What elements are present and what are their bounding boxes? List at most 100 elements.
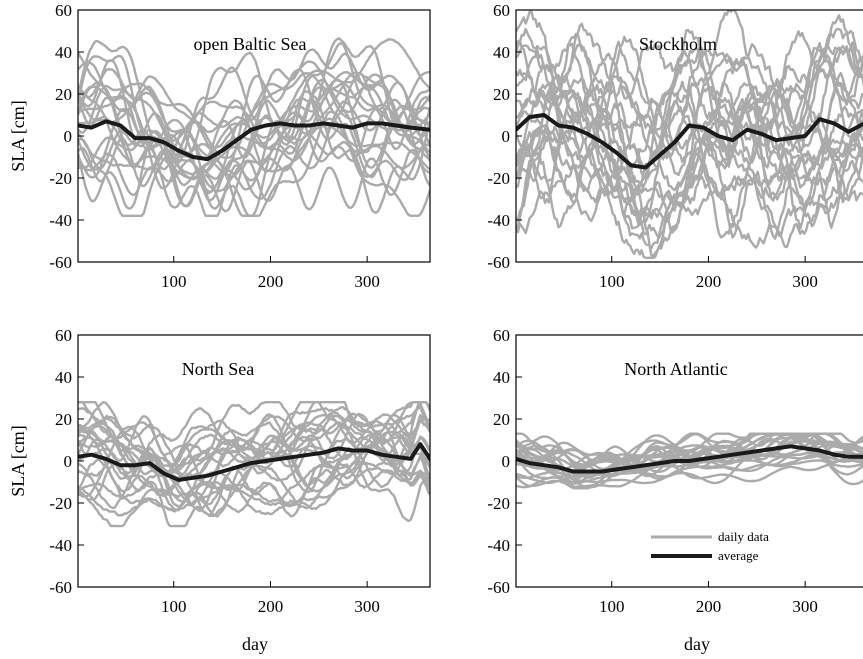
x-tick-label: 200 — [258, 597, 284, 616]
y-tick-label: 0 — [64, 127, 73, 146]
daily-data-line — [78, 60, 430, 160]
average-series-group — [516, 113, 863, 170]
daily-data-line — [516, 123, 863, 240]
daily-data-line — [78, 84, 430, 167]
y-tick-label: -60 — [49, 253, 72, 272]
daily-data-line — [516, 42, 863, 180]
daily-data-line — [516, 42, 863, 186]
y-tick-label: 40 — [55, 43, 72, 62]
daily-data-line — [516, 28, 863, 158]
average-series-group — [78, 442, 430, 482]
x-tick-label: 200 — [696, 597, 722, 616]
average-series-group — [516, 444, 863, 474]
daily-data-line — [78, 401, 430, 478]
y-tick-label: 0 — [502, 127, 511, 146]
y-axis-label: SLA [cm] — [8, 425, 28, 497]
average-line — [516, 113, 863, 170]
daily-data-line — [78, 404, 430, 476]
legend: daily data average — [651, 529, 769, 563]
ticks-group: -60 -40 -20 0 20 40 60 100 200 300 — [487, 1, 818, 291]
daily-data-line — [78, 402, 430, 474]
daily-data-line — [516, 108, 863, 259]
y-tick-label: 60 — [55, 1, 72, 20]
panel-title: open Baltic Sea — [194, 34, 307, 54]
x-tick-label: 100 — [161, 272, 187, 291]
y-tick-label: -40 — [487, 211, 510, 230]
panel-title: North Atlantic — [624, 359, 727, 379]
y-tick-label: -20 — [49, 494, 72, 513]
daily-data-line — [78, 466, 430, 517]
daily-data-line — [516, 449, 863, 490]
panel-stockholm: -60 -40 -20 0 20 40 60 100 200 300 Stockholm — [487, 1, 863, 291]
x-axis-label: day — [684, 634, 710, 654]
average-series-group — [78, 119, 430, 162]
y-tick-label: 60 — [55, 326, 72, 345]
x-tick-label: 200 — [258, 272, 284, 291]
y-tick-label: 20 — [55, 85, 72, 104]
daily-data-line — [516, 432, 863, 472]
y-tick-label: -40 — [487, 536, 510, 555]
daily-data-line — [78, 95, 430, 218]
y-tick-label: 20 — [55, 410, 72, 429]
y-tick-label: -40 — [49, 536, 72, 555]
daily-data-line — [516, 436, 863, 472]
daily-data-line — [516, 101, 863, 193]
x-tick-label: 300 — [792, 272, 818, 291]
y-tick-label: -40 — [49, 211, 72, 230]
x-tick-label: 100 — [161, 597, 187, 616]
y-tick-label: 60 — [493, 326, 510, 345]
x-tick-label: 300 — [792, 597, 818, 616]
y-tick-label: -60 — [49, 578, 72, 597]
daily-data-line — [516, 22, 863, 161]
daily-data-series-group — [516, 10, 863, 259]
daily-data-line — [78, 405, 430, 468]
ticks-group: -60 -40 -20 0 20 40 60 100 200 300 — [49, 1, 380, 291]
y-tick-label: -60 — [487, 578, 510, 597]
panel-north-atlantic: -60 -40 -20 0 20 40 60 100 200 300 North Atlantic… — [487, 326, 863, 654]
y-axis-label: SLA [cm] — [8, 100, 28, 172]
average-line — [516, 444, 863, 474]
legend-label-average: average — [718, 548, 759, 563]
x-tick-label: 200 — [696, 272, 722, 291]
daily-data-line — [516, 459, 863, 489]
y-tick-label: 20 — [493, 410, 510, 429]
ticks-group: -60 -40 -20 0 20 40 60 100 200 300 — [487, 326, 818, 616]
daily-data-line — [516, 80, 863, 239]
panel-title: North Sea — [182, 359, 254, 379]
x-tick-label: 100 — [599, 272, 625, 291]
panel-open-baltic-sea: -60 -40 -20 0 20 40 60 100 200 300 open Baltic Se… — [8, 1, 431, 291]
x-tick-label: 100 — [599, 597, 625, 616]
daily-data-line — [516, 97, 863, 223]
y-tick-label: -60 — [487, 253, 510, 272]
daily-data-line — [516, 73, 863, 224]
y-tick-label: 40 — [493, 43, 510, 62]
y-tick-label: 0 — [64, 452, 73, 471]
daily-data-line — [78, 137, 430, 213]
average-line — [78, 119, 430, 162]
y-tick-label: 0 — [502, 452, 511, 471]
y-tick-label: 40 — [55, 368, 72, 387]
ticks-group: -60 -40 -20 0 20 40 60 100 200 300 — [49, 326, 380, 616]
panel-north-sea: -60 -40 -20 0 20 40 60 100 200 300 North Sea SLA … — [8, 326, 431, 654]
daily-data-line — [78, 419, 430, 497]
y-tick-label: 40 — [493, 368, 510, 387]
daily-data-line — [78, 110, 430, 218]
y-tick-label: -20 — [49, 169, 72, 188]
legend-label-daily: daily data — [718, 529, 769, 544]
x-tick-label: 300 — [354, 272, 380, 291]
y-tick-label: 20 — [493, 85, 510, 104]
y-tick-label: 60 — [493, 1, 510, 20]
x-tick-label: 300 — [354, 597, 380, 616]
daily-data-series-group — [78, 37, 430, 218]
daily-data-line — [516, 81, 863, 169]
daily-data-line — [78, 72, 430, 218]
y-tick-label: -20 — [487, 169, 510, 188]
panel-title: Stockholm — [639, 34, 717, 54]
x-axis-label: day — [242, 634, 268, 654]
daily-data-line — [78, 401, 430, 476]
y-tick-label: -20 — [487, 494, 510, 513]
daily-data-series-group — [516, 432, 863, 490]
daily-data-line — [78, 37, 430, 155]
daily-data-line — [78, 430, 430, 513]
